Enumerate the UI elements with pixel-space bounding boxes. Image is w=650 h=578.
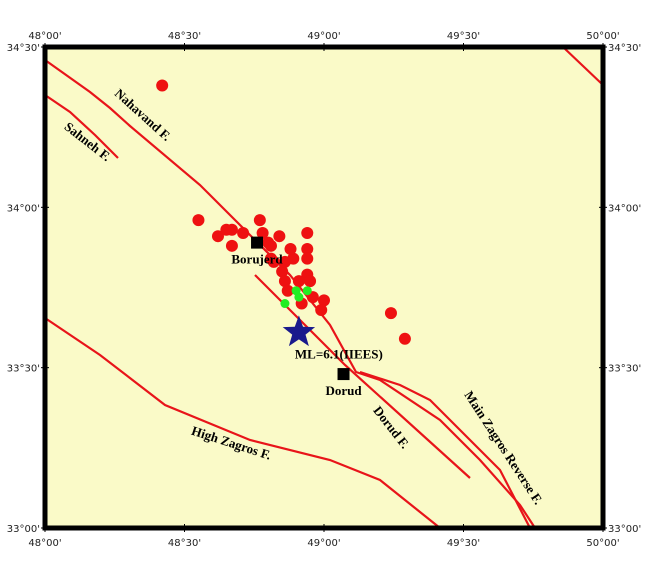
event bbox=[273, 230, 286, 243]
x-tick-label: 48°00' bbox=[28, 31, 61, 42]
event bbox=[192, 214, 205, 227]
city-label: Dorud bbox=[325, 383, 362, 398]
event bbox=[225, 239, 238, 252]
event bbox=[301, 252, 314, 265]
event bbox=[287, 252, 300, 265]
x-tick-label: 49°00' bbox=[307, 538, 340, 549]
y-tick-label: 33°00' bbox=[608, 524, 641, 535]
event bbox=[253, 214, 266, 227]
event bbox=[301, 226, 314, 239]
event bbox=[280, 299, 290, 309]
x-tick-label: 50°00' bbox=[586, 538, 619, 549]
event bbox=[384, 307, 397, 320]
y-tick-label: 34°00' bbox=[7, 203, 40, 214]
fault-line bbox=[562, 46, 604, 86]
y-tick-label: 34°00' bbox=[608, 203, 641, 214]
city bbox=[337, 368, 350, 381]
event bbox=[294, 292, 304, 302]
fault-line bbox=[359, 370, 531, 529]
x-tick-label: 48°30' bbox=[168, 31, 201, 42]
event bbox=[302, 286, 312, 296]
event bbox=[292, 275, 305, 288]
event bbox=[156, 79, 169, 92]
x-tick-label: 49°30' bbox=[447, 538, 480, 549]
fault-line bbox=[44, 317, 441, 529]
mainshock bbox=[282, 315, 316, 347]
event bbox=[281, 284, 294, 297]
event bbox=[256, 226, 269, 239]
y-tick-label: 33°00' bbox=[7, 524, 40, 535]
event bbox=[276, 265, 289, 278]
event bbox=[398, 332, 411, 345]
mainshock-label: ML=6.1(IIEES) bbox=[295, 346, 383, 361]
event bbox=[284, 243, 297, 256]
event bbox=[225, 223, 238, 236]
event bbox=[278, 275, 291, 288]
event bbox=[315, 303, 328, 316]
event bbox=[301, 243, 314, 256]
event bbox=[267, 255, 280, 268]
city-label: Borujerd bbox=[231, 252, 283, 267]
y-tick-label: 34°30' bbox=[608, 43, 641, 54]
event bbox=[304, 275, 317, 288]
event bbox=[318, 294, 330, 307]
city bbox=[251, 236, 264, 249]
x-tick-label: 49°00' bbox=[307, 31, 340, 42]
y-tick-label: 33°30' bbox=[608, 364, 641, 375]
y-tick-label: 33°30' bbox=[7, 364, 40, 375]
map-area bbox=[45, 47, 603, 528]
event bbox=[237, 226, 250, 239]
event bbox=[264, 239, 277, 252]
fault-line bbox=[254, 274, 471, 479]
fault-line bbox=[44, 94, 119, 159]
event bbox=[211, 230, 224, 243]
x-tick-label: 48°30' bbox=[168, 538, 201, 549]
x-tick-label: 49°30' bbox=[447, 31, 480, 42]
x-tick-label: 48°00' bbox=[28, 538, 61, 549]
x-tick-label: 50°00' bbox=[586, 31, 619, 42]
y-tick-label: 34°30' bbox=[7, 43, 40, 54]
